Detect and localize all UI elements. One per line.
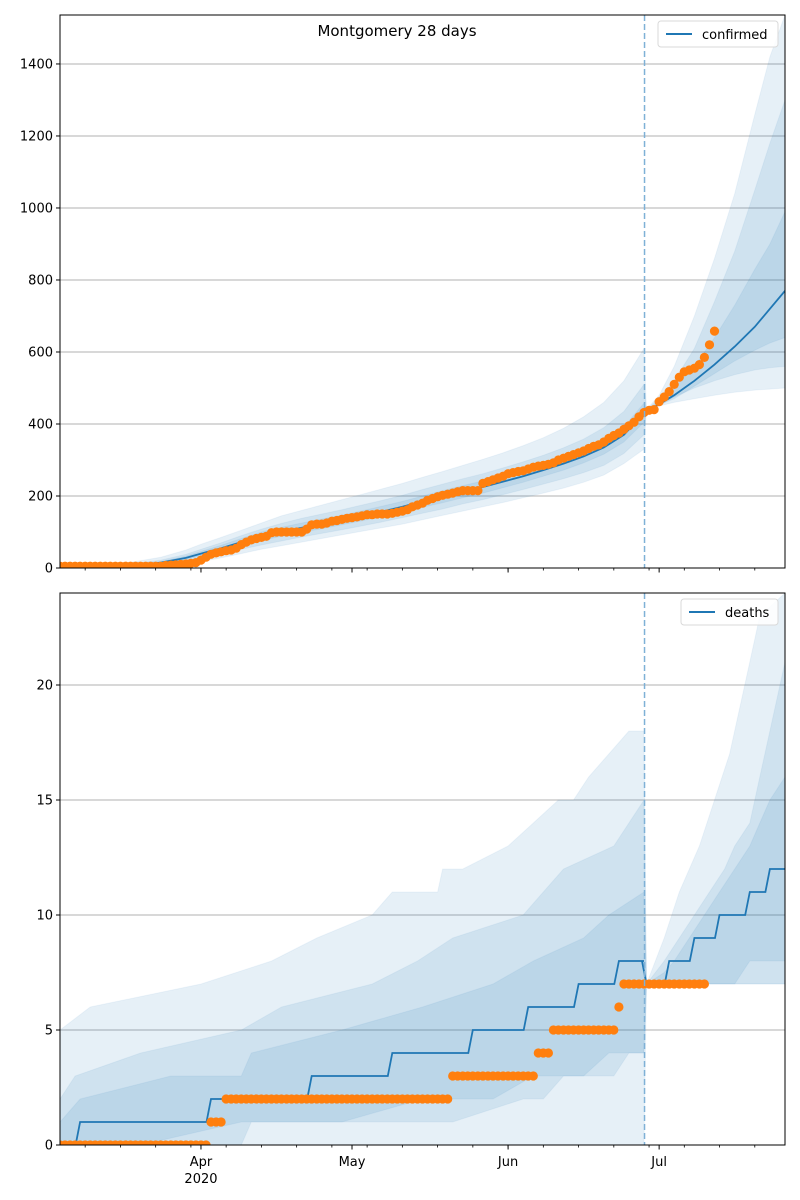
plot-area bbox=[60, 15, 785, 568]
x-tick-label: Jul bbox=[650, 1155, 667, 1170]
band-inner bbox=[60, 211, 785, 568]
chart-title: Montgomery 28 days bbox=[317, 22, 476, 40]
axes-frame bbox=[59, 592, 786, 1146]
confirmed-panel: 0 200 400 600 800 1000 1200 1400 confirmed bbox=[20, 14, 786, 577]
observed-point bbox=[694, 360, 705, 370]
band-outer bbox=[60, 15, 785, 568]
band-middle bbox=[60, 661, 785, 1145]
x-tick-label: Apr bbox=[190, 1155, 213, 1170]
observed-point bbox=[664, 387, 674, 397]
y-tick-label: 600 bbox=[28, 345, 53, 360]
observed-point bbox=[699, 352, 710, 362]
y-tick-label: 1400 bbox=[20, 57, 53, 72]
y-tick-label: 800 bbox=[28, 273, 53, 288]
band-inner bbox=[60, 776, 785, 1145]
y-tick-label: 1000 bbox=[20, 201, 53, 216]
y-tick-label: 10 bbox=[36, 909, 53, 924]
observed-point bbox=[614, 1002, 624, 1012]
legend-box bbox=[657, 20, 779, 48]
band-middle bbox=[60, 99, 785, 568]
x-tick-label: Jun bbox=[497, 1155, 518, 1170]
observed-point bbox=[709, 326, 720, 336]
observed-point bbox=[473, 486, 483, 496]
model-line bbox=[60, 290, 785, 568]
observed-point bbox=[699, 979, 710, 989]
deaths-panel: 0 5 10 15 20 Apr 2020 May Jun Jul deaths bbox=[36, 592, 786, 1187]
y-tick-label: 0 bbox=[45, 562, 53, 577]
observed-point bbox=[216, 1117, 226, 1127]
band-outer bbox=[60, 593, 785, 1145]
legend-label: deaths bbox=[725, 606, 770, 621]
plot-area bbox=[60, 593, 785, 1145]
observed-point bbox=[528, 1071, 538, 1081]
y-tick-label: 20 bbox=[36, 679, 53, 694]
y-tick-label: 0 bbox=[45, 1139, 53, 1154]
y-tick-label: 400 bbox=[28, 417, 53, 432]
model-line bbox=[60, 868, 785, 1145]
observed-point bbox=[704, 340, 715, 350]
axes-frame bbox=[59, 14, 786, 569]
legend-box bbox=[680, 598, 779, 626]
observed-point bbox=[649, 405, 659, 415]
observed-point bbox=[609, 1025, 619, 1035]
x-tick-sublabel: 2020 bbox=[184, 1172, 217, 1187]
observed-point bbox=[669, 379, 679, 389]
observed-point bbox=[201, 1140, 211, 1145]
y-tick-label: 200 bbox=[28, 489, 53, 504]
legend-label: confirmed bbox=[702, 28, 768, 43]
y-tick-label: 5 bbox=[45, 1024, 53, 1039]
y-tick-label: 1200 bbox=[20, 129, 53, 144]
x-tick-label: May bbox=[339, 1155, 366, 1170]
y-tick-label: 15 bbox=[36, 794, 53, 809]
observed-point bbox=[443, 1094, 453, 1104]
observed-point bbox=[543, 1048, 554, 1058]
